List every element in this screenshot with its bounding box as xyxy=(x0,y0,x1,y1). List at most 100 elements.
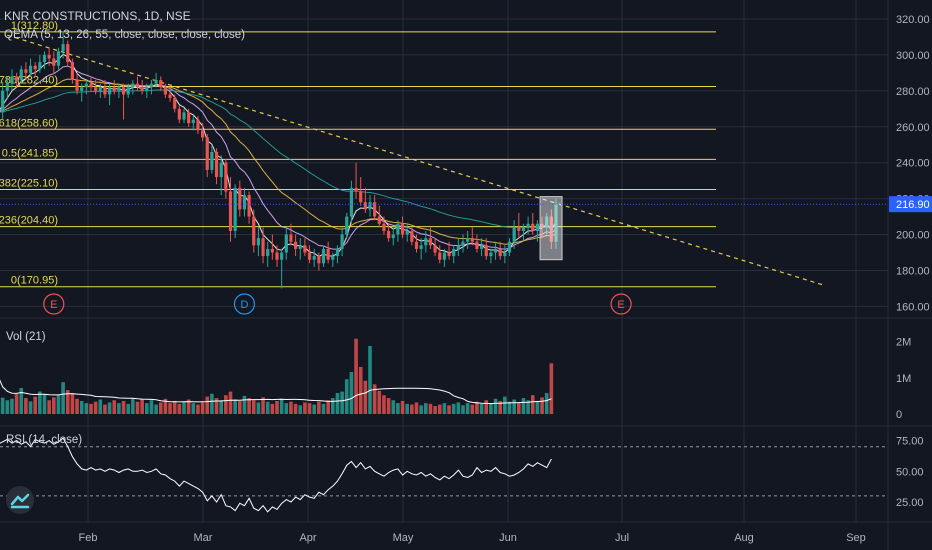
volume-bar xyxy=(61,382,65,414)
candle-body xyxy=(535,223,539,231)
candle-body xyxy=(126,87,130,95)
volume-bar xyxy=(28,401,33,414)
volume-bar xyxy=(358,366,363,414)
volume-bar xyxy=(168,403,172,414)
event-markers[interactable]: EDEE xyxy=(43,293,932,315)
volume-bar xyxy=(382,395,386,414)
volume-bar xyxy=(112,400,117,414)
volume-bar xyxy=(214,398,219,414)
candle-body xyxy=(135,83,140,88)
volume-bar xyxy=(386,398,391,414)
volume-bar xyxy=(79,400,84,414)
time-tick-label: May xyxy=(393,532,414,544)
volume-bar xyxy=(437,404,442,414)
qema-legend[interactable]: QEMA (5, 13, 26, 55, close, close, close… xyxy=(4,29,245,41)
candle-body xyxy=(75,80,79,91)
earnings-marker[interactable] xyxy=(610,293,632,315)
candle-body xyxy=(117,87,121,91)
time-tick-label: Jun xyxy=(499,532,517,544)
highlight-box[interactable] xyxy=(539,196,563,261)
volume-bar xyxy=(363,380,368,414)
candle-body xyxy=(298,245,302,249)
candle-body xyxy=(503,252,507,257)
candle-body xyxy=(442,252,446,260)
volume-bar xyxy=(224,395,228,414)
volume-bar xyxy=(5,400,10,414)
volume-bar xyxy=(265,401,270,414)
volume-bar xyxy=(270,403,275,414)
volume-bar xyxy=(535,400,540,414)
rsi-legend[interactable]: RSI (14, close) xyxy=(6,434,82,446)
price-tick-label: 240.00 xyxy=(896,158,930,170)
candle-body xyxy=(238,187,242,210)
candle-body xyxy=(182,112,186,120)
candle-body xyxy=(326,248,330,260)
volume-bar xyxy=(65,390,70,414)
candle-body xyxy=(493,248,498,253)
candle-body xyxy=(391,234,395,239)
candle-body xyxy=(280,252,284,260)
dividend-marker[interactable] xyxy=(233,293,256,315)
volume-bar xyxy=(182,401,186,414)
fib-retracement[interactable]: 1(312.80) 0.786(282.40) 0.618(258.60) 0.5(2… xyxy=(0,20,716,288)
volume-bar xyxy=(312,404,316,414)
volume-bar xyxy=(349,372,354,414)
candle-body xyxy=(307,252,312,260)
volume-bar xyxy=(498,400,502,414)
candle-body xyxy=(470,238,474,242)
price-axis[interactable]: 160.00180.00200.00220.00240.00260.00280.… xyxy=(0,14,932,509)
volume-bar xyxy=(470,404,475,414)
volume-bar xyxy=(377,390,382,414)
candle-body xyxy=(396,223,400,235)
candle-body xyxy=(331,256,335,260)
volume-bar xyxy=(549,363,554,414)
volume-bar xyxy=(38,391,42,414)
volume-bar xyxy=(172,400,177,414)
volume-bar xyxy=(154,404,158,414)
candle-body xyxy=(219,162,223,178)
candle-body xyxy=(10,76,14,84)
candle-body xyxy=(270,248,274,253)
candle-body xyxy=(256,238,260,246)
time-axis[interactable]: Feb Mar Apr May Jun Jul Aug Sep xyxy=(79,532,866,544)
candle-body xyxy=(466,238,470,242)
tradingview-logo-icon[interactable] xyxy=(6,486,34,514)
volume-bar xyxy=(117,403,121,414)
volume-bar xyxy=(24,398,28,414)
volume-legend[interactable]: Vol (21) xyxy=(6,331,46,343)
candle-body xyxy=(507,241,512,253)
fib-level-label: 0.618(258.60) xyxy=(0,117,58,129)
trendline[interactable] xyxy=(7,34,826,287)
rsi-tick-label: 25.00 xyxy=(896,497,924,509)
candle-body xyxy=(349,187,353,217)
volume-bar xyxy=(275,400,279,414)
volume-bar xyxy=(419,405,423,414)
earnings-marker[interactable] xyxy=(43,293,65,315)
volume-bar xyxy=(303,402,307,414)
candle-body xyxy=(210,151,214,170)
price-tick-label: 260.00 xyxy=(896,122,930,134)
earnings-marker-label: E xyxy=(617,299,624,311)
volume-bar xyxy=(372,384,377,414)
dividend-marker-label: D xyxy=(240,299,248,311)
candle-body xyxy=(289,234,293,242)
price-tick-label: 160.00 xyxy=(896,301,930,313)
candle-body xyxy=(159,80,163,88)
candle-body xyxy=(24,69,28,73)
volume-bar xyxy=(163,398,168,414)
chart-title: KNR CONSTRUCTIONS, 1D, NSE xyxy=(4,9,191,23)
volume-bar xyxy=(526,400,530,414)
candle-body xyxy=(42,54,47,63)
candle-body xyxy=(261,238,265,257)
candle-body xyxy=(19,69,23,81)
volume-bar xyxy=(191,403,196,414)
volume-bar xyxy=(289,401,293,414)
volume-bar xyxy=(405,403,409,414)
descending-trendline xyxy=(7,34,826,287)
volume-bar xyxy=(475,401,479,414)
price-tick-label: 200.00 xyxy=(896,230,930,242)
candle-body xyxy=(173,98,177,109)
last-price-tag[interactable] xyxy=(889,196,932,213)
candle-body xyxy=(163,87,167,95)
